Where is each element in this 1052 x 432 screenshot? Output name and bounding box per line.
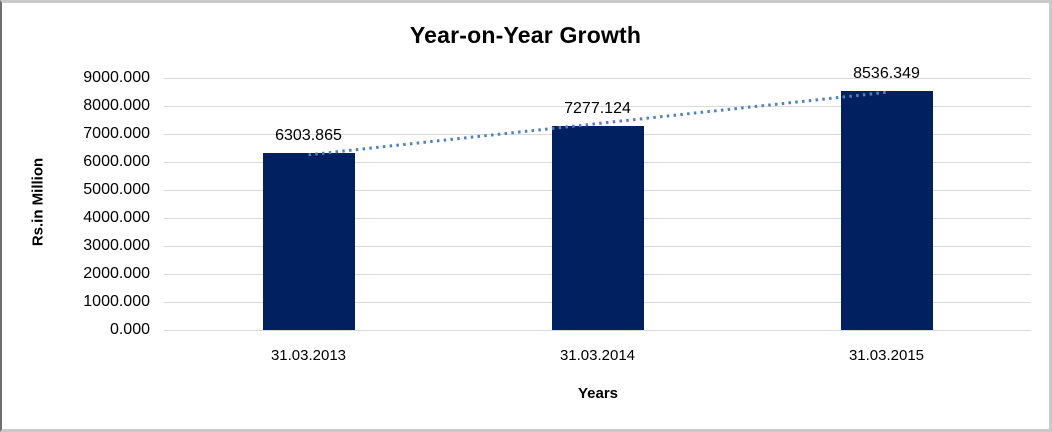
data-label: 8536.349 [853, 64, 920, 82]
x-axis-category-label: 31.03.2014 [559, 347, 636, 364]
bar [551, 126, 644, 330]
x-axis-title: Years [577, 385, 619, 402]
y-axis-tick-label: 4000.000 [83, 209, 150, 226]
data-label: 7277.124 [564, 100, 631, 118]
y-axis-tick-label: 8000.000 [83, 97, 150, 114]
y-axis-tick-label: 1000.000 [83, 293, 150, 310]
x-axis-category-label: 31.03.2015 [848, 347, 925, 364]
x-axis-category-label: 31.03.2013 [270, 347, 347, 364]
data-label: 6303.865 [275, 127, 342, 145]
bar [840, 90, 933, 330]
gridline [164, 78, 1031, 79]
y-axis-tick-label: 3000.000 [83, 237, 150, 254]
chart-title: Year-on-Year Growth [409, 22, 642, 48]
y-axis-title: Rs.in Million [29, 157, 47, 247]
y-axis-tick-label: 2000.000 [83, 265, 150, 282]
bar [262, 153, 355, 330]
y-axis-tick-label: 7000.000 [83, 125, 150, 142]
y-axis-tick-label: 0.000 [109, 321, 150, 338]
y-axis-tick-label: 9000.000 [83, 69, 150, 86]
y-axis-tick-label: 5000.000 [83, 181, 150, 198]
y-axis-tick-label: 6000.000 [83, 153, 150, 170]
x-axis-line [164, 330, 1031, 331]
